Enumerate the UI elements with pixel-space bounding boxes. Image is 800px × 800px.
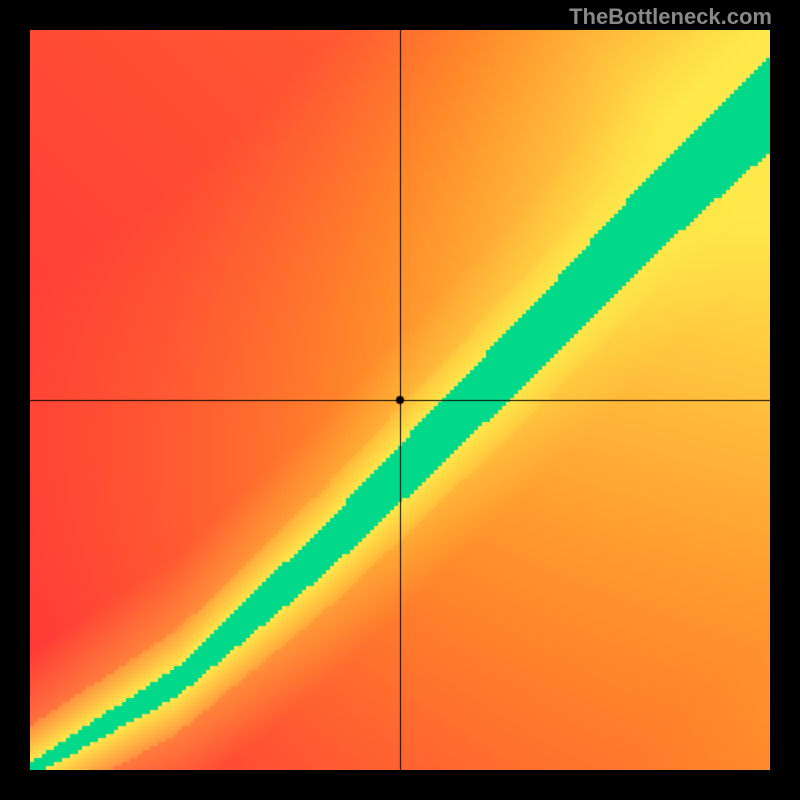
bottleneck-heatmap	[30, 30, 770, 770]
chart-container: TheBottleneck.com	[0, 0, 800, 800]
watermark-text: TheBottleneck.com	[569, 4, 772, 30]
